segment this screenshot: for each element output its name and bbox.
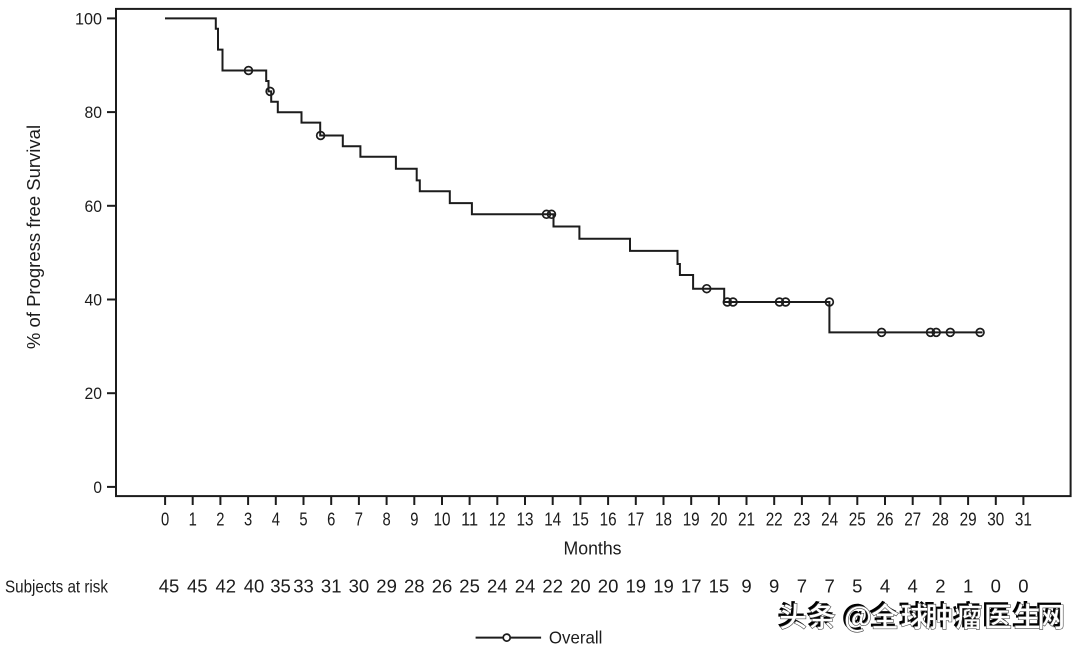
svg-text:9: 9 — [769, 576, 779, 597]
svg-text:14: 14 — [544, 510, 561, 530]
svg-text:30: 30 — [349, 576, 370, 597]
svg-text:80: 80 — [85, 103, 103, 122]
svg-text:16: 16 — [600, 510, 617, 530]
svg-text:18: 18 — [655, 510, 672, 530]
svg-text:33: 33 — [293, 576, 314, 597]
svg-text:1: 1 — [963, 576, 973, 597]
svg-text:28: 28 — [404, 576, 425, 597]
svg-text:17: 17 — [627, 510, 644, 530]
svg-text:11: 11 — [461, 510, 478, 530]
svg-text:9: 9 — [410, 510, 418, 530]
svg-text:28: 28 — [932, 510, 949, 530]
svg-text:12: 12 — [489, 510, 506, 530]
svg-text:20: 20 — [710, 510, 727, 530]
svg-text:45: 45 — [187, 576, 208, 597]
svg-text:60: 60 — [85, 197, 103, 216]
svg-text:31: 31 — [321, 576, 342, 597]
svg-text:24: 24 — [821, 510, 838, 530]
svg-text:23: 23 — [793, 510, 810, 530]
svg-text:4: 4 — [880, 576, 890, 597]
svg-text:22: 22 — [542, 576, 563, 597]
svg-text:35: 35 — [270, 576, 291, 597]
svg-text:9: 9 — [741, 576, 751, 597]
svg-text:% of Progress free Survival: % of Progress free Survival — [23, 125, 44, 349]
svg-text:40: 40 — [244, 576, 265, 597]
svg-text:42: 42 — [216, 576, 237, 597]
svg-text:3: 3 — [244, 510, 252, 530]
svg-text:29: 29 — [960, 510, 977, 530]
svg-text:2: 2 — [216, 510, 224, 530]
svg-text:0: 0 — [161, 510, 169, 530]
svg-text:1: 1 — [189, 510, 197, 530]
svg-text:10: 10 — [434, 510, 451, 530]
svg-text:19: 19 — [653, 576, 674, 597]
svg-text:20: 20 — [598, 576, 619, 597]
svg-text:5: 5 — [852, 576, 862, 597]
svg-text:7: 7 — [824, 576, 834, 597]
svg-text:2: 2 — [935, 576, 945, 597]
svg-text:45: 45 — [159, 576, 180, 597]
svg-text:30: 30 — [987, 510, 1004, 530]
svg-text:4: 4 — [908, 576, 918, 597]
svg-text:100: 100 — [75, 9, 102, 28]
svg-text:Months: Months — [564, 538, 622, 559]
svg-text:6: 6 — [327, 510, 335, 530]
svg-text:25: 25 — [459, 576, 480, 597]
svg-text:22: 22 — [766, 510, 783, 530]
svg-text:40: 40 — [85, 291, 103, 310]
svg-text:8: 8 — [383, 510, 391, 530]
svg-text:0: 0 — [93, 478, 102, 497]
svg-text:15: 15 — [572, 510, 589, 530]
svg-text:21: 21 — [738, 510, 755, 530]
svg-text:31: 31 — [1015, 510, 1032, 530]
svg-text:27: 27 — [904, 510, 921, 530]
svg-text:13: 13 — [517, 510, 534, 530]
svg-text:24: 24 — [487, 576, 508, 597]
svg-text:0: 0 — [1018, 576, 1028, 597]
svg-text:15: 15 — [709, 576, 730, 597]
svg-text:29: 29 — [376, 576, 397, 597]
svg-text:26: 26 — [432, 576, 453, 597]
svg-text:Subjects at risk: Subjects at risk — [5, 577, 108, 597]
svg-text:7: 7 — [797, 576, 807, 597]
svg-text:19: 19 — [626, 576, 647, 597]
svg-text:17: 17 — [681, 576, 702, 597]
svg-text:25: 25 — [849, 510, 866, 530]
svg-text:26: 26 — [877, 510, 894, 530]
svg-text:Overall: Overall — [549, 628, 603, 648]
svg-text:19: 19 — [683, 510, 700, 530]
svg-text:20: 20 — [570, 576, 591, 597]
svg-text:0: 0 — [991, 576, 1001, 597]
svg-text:7: 7 — [355, 510, 363, 530]
svg-text:20: 20 — [85, 384, 103, 403]
svg-text:24: 24 — [515, 576, 536, 597]
svg-text:5: 5 — [299, 510, 307, 530]
svg-text:4: 4 — [272, 510, 280, 530]
